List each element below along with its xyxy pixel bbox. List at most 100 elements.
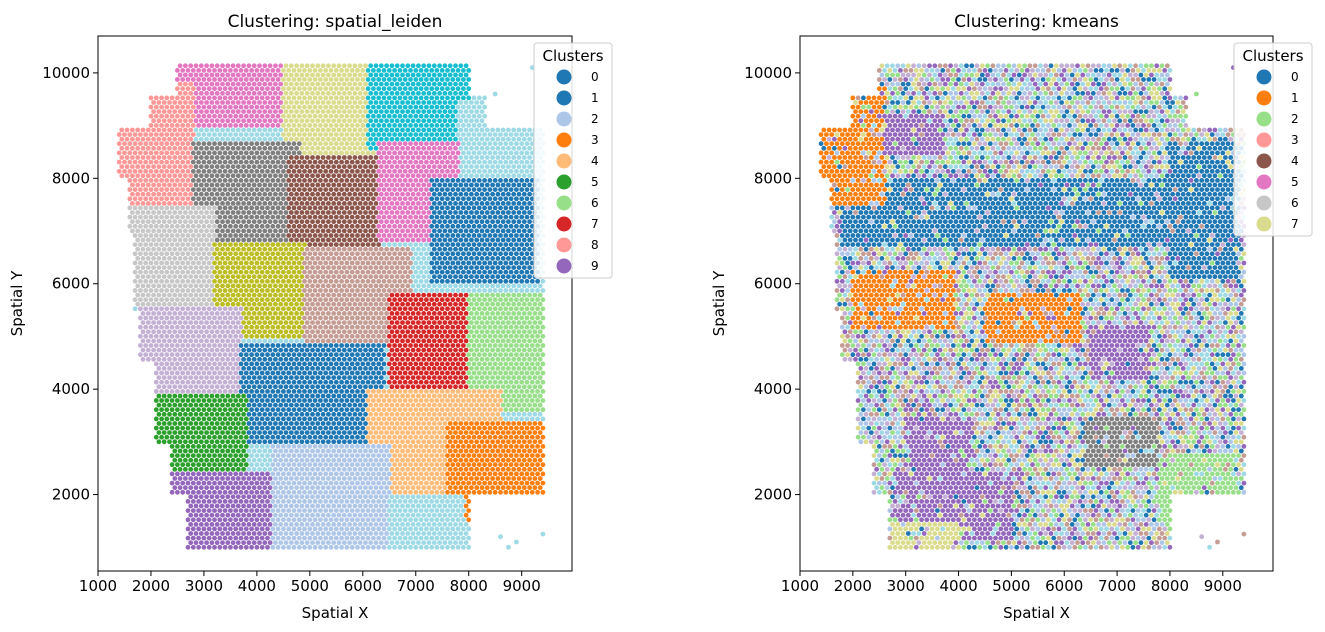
spot-point	[291, 306, 297, 312]
spot-point	[304, 366, 310, 371]
spot-point	[230, 283, 236, 289]
spot-point	[288, 375, 294, 380]
spot-point	[535, 398, 540, 403]
spot-point	[333, 306, 339, 312]
spot-point	[315, 311, 321, 316]
spot-point	[278, 338, 284, 344]
spot-point	[283, 292, 289, 298]
spot-point	[164, 306, 170, 312]
spot-point	[214, 430, 220, 435]
spot-point	[529, 343, 535, 348]
spot-point	[204, 283, 210, 289]
spot-point	[511, 329, 517, 335]
spot-point	[326, 265, 331, 270]
spot-point	[167, 393, 172, 399]
spot-point	[384, 274, 389, 280]
spot-point	[273, 494, 278, 500]
spot-point	[524, 407, 530, 413]
spot-point	[439, 471, 445, 477]
spot-point	[273, 448, 278, 454]
spot-point	[373, 274, 379, 280]
spot-point	[288, 448, 294, 454]
spot-point	[177, 485, 183, 491]
spot-point	[235, 274, 241, 280]
spot-point	[212, 398, 217, 403]
spot-point	[206, 416, 212, 422]
spot-point	[259, 315, 265, 321]
spot-point	[228, 508, 233, 513]
spot-point	[352, 301, 358, 307]
spot-point	[527, 393, 532, 399]
spot-point	[537, 375, 543, 380]
spot-point	[378, 237, 384, 243]
spot-point	[336, 448, 342, 454]
spot-point	[283, 411, 289, 417]
spot-point	[360, 398, 366, 403]
spot-point	[294, 338, 299, 344]
spot-point	[259, 544, 265, 550]
spot-point	[439, 544, 445, 550]
spot-point	[270, 306, 276, 312]
spot-point	[487, 288, 493, 293]
spot-point	[453, 485, 458, 491]
spot-point	[251, 476, 257, 481]
spot-point	[386, 370, 392, 376]
spot-point	[331, 311, 337, 316]
spot-point	[540, 444, 546, 449]
spot-point	[461, 324, 466, 330]
spot-point	[212, 251, 217, 257]
spot-point	[230, 265, 236, 270]
spot-point	[270, 444, 276, 449]
spot-point	[461, 471, 466, 477]
spot-point	[416, 485, 421, 491]
spot-point	[188, 329, 194, 335]
spot-point	[455, 324, 461, 330]
spot-point	[347, 338, 352, 344]
spot-point	[161, 338, 167, 344]
spot-point	[371, 260, 376, 266]
spot-point	[405, 421, 411, 426]
spot-point	[360, 416, 366, 422]
spot-point	[177, 283, 183, 289]
spot-point	[426, 457, 432, 463]
spot-point	[418, 233, 424, 238]
spot-point	[426, 393, 432, 399]
spot-point	[376, 251, 382, 257]
spot-point	[400, 274, 405, 280]
spot-point	[447, 421, 453, 426]
spot-point	[416, 228, 421, 234]
spot-point	[394, 283, 400, 289]
spot-point	[492, 306, 498, 312]
spot-point	[429, 306, 435, 312]
spot-point	[498, 379, 503, 385]
spot-point	[360, 471, 366, 477]
spot-point	[220, 292, 225, 298]
spot-point	[535, 333, 540, 339]
spot-point	[138, 324, 143, 330]
spot-point	[304, 292, 310, 298]
spot-point	[418, 517, 424, 523]
spot-point	[209, 421, 215, 426]
spot-point	[214, 237, 220, 243]
spot-point	[418, 398, 424, 403]
spot-point	[521, 228, 527, 234]
spot-point	[175, 407, 180, 413]
spot-point	[363, 421, 368, 426]
spot-point	[286, 352, 292, 358]
spot-point	[204, 338, 210, 344]
spot-point	[249, 517, 255, 523]
spot-point	[175, 471, 180, 477]
spot-point	[373, 338, 379, 344]
spot-point	[257, 411, 262, 417]
spot-point	[368, 485, 374, 491]
spot-point	[254, 233, 260, 238]
spot-point	[323, 370, 329, 376]
spot-point	[241, 237, 247, 243]
spot-point	[283, 421, 289, 426]
spot-point	[153, 352, 159, 358]
spot-point	[508, 370, 514, 376]
spot-point	[177, 402, 183, 408]
spot-point	[230, 320, 236, 325]
spot-point	[529, 370, 535, 376]
spot-point	[196, 453, 202, 458]
